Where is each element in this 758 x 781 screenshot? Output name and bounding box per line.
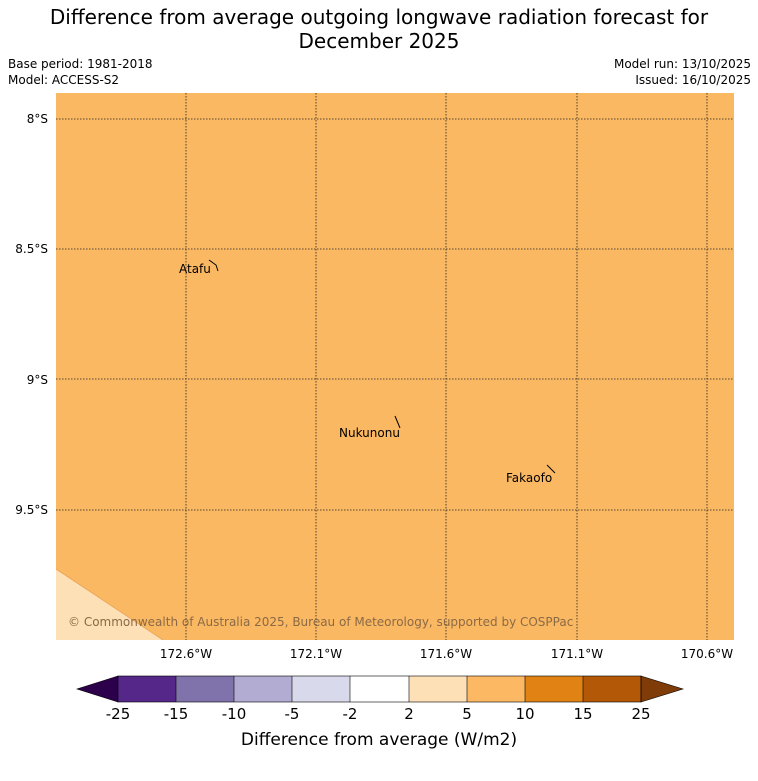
atafu-island-shape	[208, 259, 219, 272]
colorbar-tick: 15	[573, 705, 593, 723]
colorbar-label: Difference from average (W/m2)	[240, 730, 518, 750]
colorbar-tick: 2	[404, 705, 414, 723]
colorbar-segment	[409, 676, 467, 702]
colorbar-tick: -5	[284, 705, 300, 723]
lon-labels: 172.6°W 172.1°W 171.6°W 171.1°W 170.6°W	[160, 647, 733, 661]
lon-label: 172.6°W	[160, 647, 212, 661]
colorbar	[76, 675, 685, 703]
colorbar-tick: 25	[631, 705, 651, 723]
model-run: Model run: 13/10/2025	[613, 57, 751, 71]
colorbar-extend-high	[640, 675, 685, 703]
colorbar-tick: -2	[342, 705, 358, 723]
meta-left: Base period: 1981-2018 Model: ACCESS-S2	[8, 56, 153, 88]
place-label-atafu: Atafu	[179, 262, 211, 276]
colorbar-segment	[118, 676, 176, 702]
colorbar-segment	[234, 676, 292, 702]
colorbar-extend-low	[76, 675, 119, 703]
place-label-nukunonu: Nukunonu	[339, 426, 400, 440]
fakaofo-island-shape	[546, 464, 556, 474]
map-background	[56, 93, 734, 640]
colorbar-segment	[292, 676, 350, 702]
nukunonu-island-shape	[394, 415, 401, 429]
colorbar-tick: -25	[105, 705, 131, 723]
base-period: Base period: 1981-2018	[8, 57, 153, 71]
lat-label: 8°S	[27, 112, 48, 126]
copyright-notice: © Commonwealth of Australia 2025, Bureau…	[68, 615, 573, 629]
colorbar-tick: 5	[462, 705, 472, 723]
title-line-2: December 2025	[298, 29, 460, 53]
meta-right: Model run: 13/10/2025 Issued: 16/10/2025	[614, 56, 751, 88]
lon-label: 170.6°W	[681, 647, 733, 661]
title-line-1: Difference from average outgoing longwav…	[49, 5, 709, 29]
graticule	[56, 93, 734, 640]
lat-labels: 8°S 8.5°S 9°S 9.5°S	[15, 112, 48, 517]
lon-label: 172.1°W	[290, 647, 342, 661]
lon-label: 171.6°W	[420, 647, 472, 661]
colorbar-segment	[176, 676, 234, 702]
lat-label: 9°S	[27, 373, 48, 387]
map-panel: Atafu Nukunonu Fakaofo © Commonwealth of…	[55, 93, 734, 641]
colorbar-dividers	[117, 675, 642, 703]
colorbar-segment	[525, 676, 583, 702]
lon-label: 171.1°W	[551, 647, 603, 661]
colorbar-tick: -10	[221, 705, 247, 723]
colorbar-tick: -15	[163, 705, 189, 723]
issued-date: Issued: 16/10/2025	[635, 73, 751, 87]
colorbar-tick: 10	[515, 705, 535, 723]
colorbar-segment	[583, 676, 641, 702]
model-name: Model: ACCESS-S2	[8, 73, 120, 87]
colorbar-segment	[467, 676, 525, 702]
lat-label: 8.5°S	[15, 242, 48, 256]
place-label-fakaofo: Fakaofo	[506, 471, 552, 485]
colorbar-segment	[350, 676, 409, 702]
lat-label: 9.5°S	[15, 503, 48, 517]
page-title: Difference from average outgoing longwav…	[0, 5, 758, 53]
map-corner-edge	[55, 568, 164, 641]
